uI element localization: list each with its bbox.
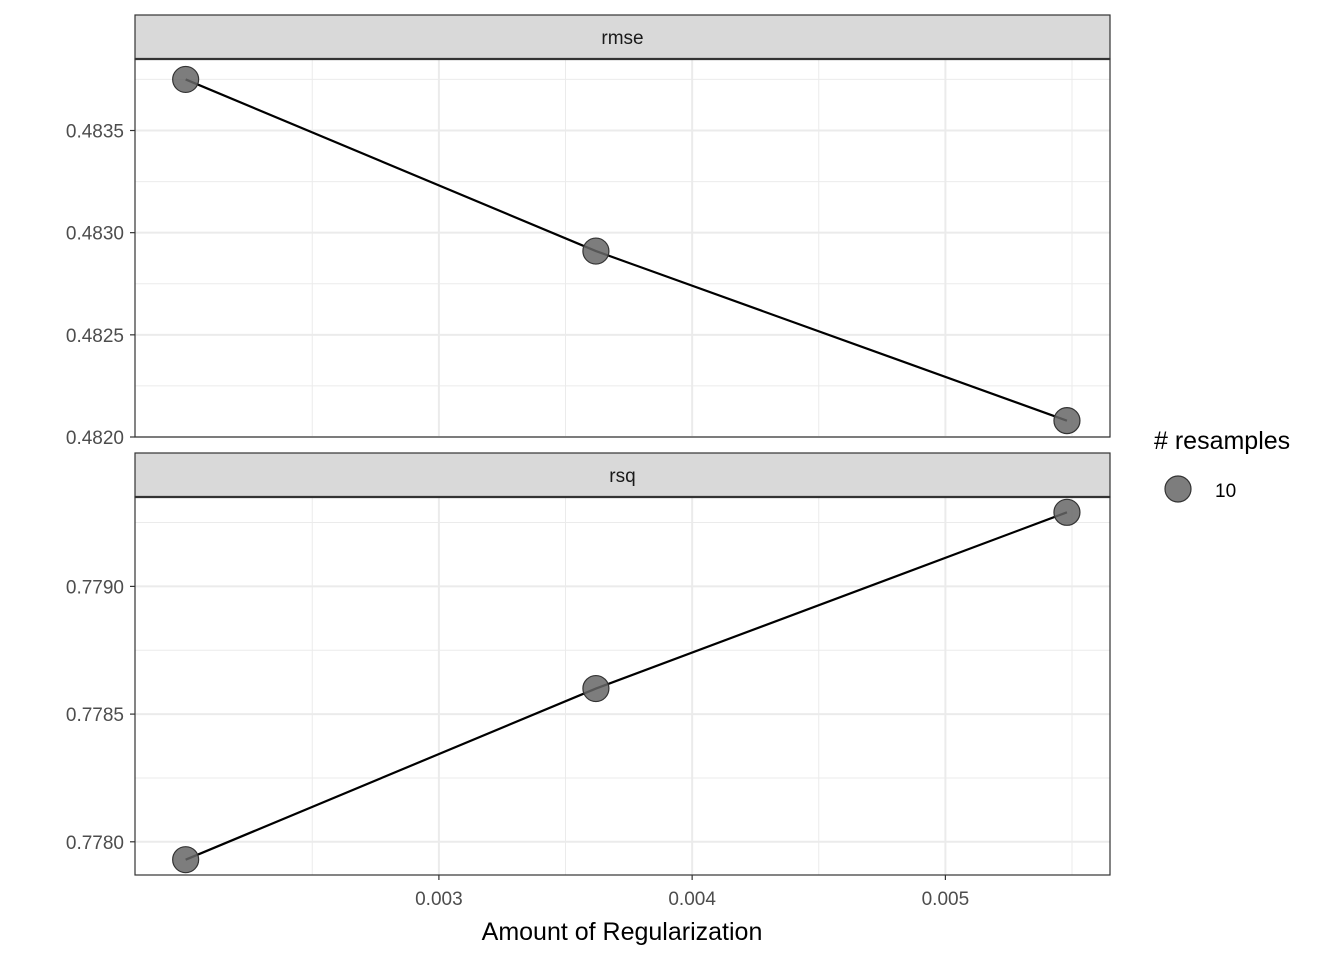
legend-key-point <box>1164 475 1192 503</box>
x-tick-label: 0.005 <box>922 889 970 910</box>
panel-background <box>135 497 1110 875</box>
facet-rmse: 0.4820 0.4825 0.4830 0.4835 rmse <box>66 14 1111 449</box>
facet-rsq: 0.7780 0.7785 0.7790 rsq <box>66 452 1111 876</box>
data-point <box>1053 498 1081 526</box>
data-point <box>582 674 610 703</box>
strip-label-rmse: rmse <box>601 28 643 49</box>
x-axis: 0.003 0.004 0.005 <box>415 875 969 910</box>
legend-title: # resamples <box>1154 427 1290 455</box>
data-point <box>1053 407 1081 435</box>
x-tick-label: 0.003 <box>415 889 463 910</box>
x-axis-title: Amount of Regularization <box>482 918 763 946</box>
strip-label-rsq: rsq <box>609 466 635 487</box>
data-point <box>172 846 200 874</box>
data-point <box>582 237 610 265</box>
y-tick-label: 0.4825 <box>66 326 124 347</box>
strip-background <box>134 14 1111 60</box>
y-tick-label: 0.7785 <box>66 705 124 726</box>
y-tick-label: 0.7780 <box>66 833 124 854</box>
y-tick-label: 0.4830 <box>66 224 124 245</box>
panel-background <box>135 59 1110 437</box>
y-tick-label: 0.7790 <box>66 577 124 598</box>
y-tick-label: 0.4835 <box>66 122 124 143</box>
y-tick-label: 0.4820 <box>66 428 124 449</box>
facet-panels: 0.4820 0.4825 0.4830 0.4835 rmse 0.7780 0.7785… <box>66 14 1111 876</box>
x-tick-label: 0.004 <box>668 889 716 910</box>
strip-background <box>134 452 1111 498</box>
data-point <box>172 65 200 94</box>
legend: # resamples 10 <box>1154 427 1290 503</box>
legend-label: 10 <box>1215 481 1236 502</box>
